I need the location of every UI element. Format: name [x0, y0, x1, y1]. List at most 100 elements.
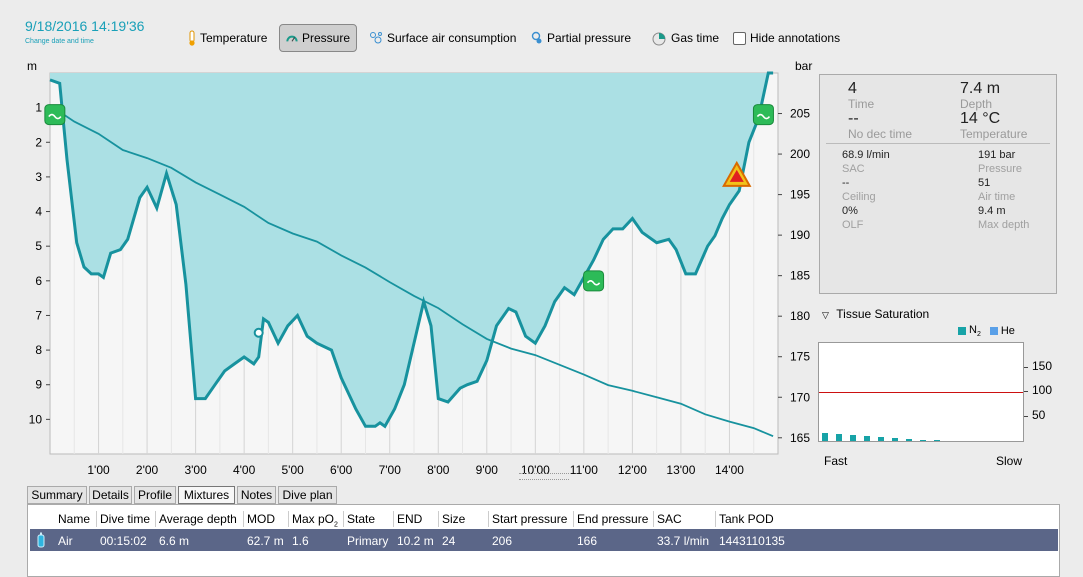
depth-tick-label: 6	[35, 274, 42, 288]
table-cell: 00:15:02	[100, 534, 147, 548]
column-header[interactable]: SAC	[657, 512, 682, 526]
pressure-label: Pressure	[301, 31, 350, 45]
change-datetime-link[interactable]: Change date and time	[25, 38, 94, 45]
hide-annotations-label: Hide annotations	[750, 31, 841, 45]
column-header[interactable]: Average depth	[159, 512, 237, 526]
table-row[interactable]	[30, 529, 1058, 551]
tissue-compartment-bar	[920, 439, 926, 441]
tissue-tick-label: 50	[1032, 407, 1046, 422]
column-separator[interactable]	[243, 511, 244, 527]
dive-info-panel: 4 Time 7.4 m Depth -- No dec time 14 °C …	[819, 74, 1057, 294]
air-time-value: 51	[978, 177, 991, 189]
column-separator[interactable]	[488, 511, 489, 527]
pressure-tick-label: 205	[790, 107, 810, 121]
mixtures-panel: Name Dive time Average depth MOD Max pO2 Stat…	[27, 504, 1060, 577]
time-tick-label: 7'00	[379, 463, 402, 476]
pressure-tick-label: 165	[790, 431, 810, 445]
time-tick-label: 5'00	[282, 463, 305, 476]
air-time-label: Air time	[978, 191, 1016, 203]
tab-summary[interactable]: Summary	[27, 486, 87, 504]
time-value: 4	[848, 80, 857, 97]
column-header[interactable]: Max pO2	[292, 512, 338, 529]
column-header[interactable]: Dive time	[100, 512, 151, 526]
dive-datetime[interactable]: 9/18/2016 14:19'36	[25, 18, 145, 34]
depth-tick-label: 9	[35, 378, 42, 392]
table-cell: 10.2 m	[397, 534, 434, 548]
ceiling-label: Ceiling	[842, 191, 876, 203]
tab-details[interactable]: Details	[89, 486, 132, 504]
table-cell: 33.7 l/min	[657, 534, 710, 548]
column-separator[interactable]	[155, 511, 156, 527]
column-separator[interactable]	[288, 511, 289, 527]
depth-line	[49, 71, 774, 429]
max-depth-value: 9.4 m	[978, 205, 1006, 217]
nodec-label: No dec time	[848, 127, 913, 141]
column-separator[interactable]	[653, 511, 654, 527]
depth-value: 7.4 m	[960, 80, 1001, 97]
column-header[interactable]: Size	[442, 512, 466, 526]
tissue-compartment-bar	[878, 436, 884, 441]
max-depth-label: Max depth	[978, 219, 1030, 231]
time-tick-label: 12'00	[618, 463, 647, 476]
table-cell: 62.7 m	[247, 534, 284, 548]
table-cell: 24	[442, 534, 456, 548]
tab-notes[interactable]: Notes	[237, 486, 276, 504]
tank-icon	[37, 532, 45, 548]
olf-value: 0%	[842, 205, 858, 217]
depth-tick-label: 2	[35, 135, 42, 149]
time-label: Time	[848, 97, 875, 111]
column-separator[interactable]	[715, 511, 716, 527]
tissue-saturation-toggle[interactable]: ▽ Tissue Saturation	[822, 307, 929, 321]
pressure-tick-label: 180	[790, 309, 810, 323]
tab-mixtures[interactable]: Mixtures	[178, 486, 235, 504]
time-tick-label: 13'00	[666, 463, 695, 476]
depth-area	[50, 73, 774, 427]
dive-profile-chart[interactable]: m bar 1 2 3 4 5 6 7 8 9 10 205 200 195 190 185 180 175 170 1…	[0, 56, 815, 476]
time-tick-label: 2'00	[136, 463, 159, 476]
olf-label: OLF	[842, 219, 864, 231]
fast-label: Fast	[824, 454, 848, 468]
temperature-button[interactable]: Temperature	[182, 24, 273, 52]
column-separator[interactable]	[438, 511, 439, 527]
tissue-tick-mark	[1024, 391, 1028, 392]
table-cell: 1.6	[292, 534, 309, 548]
depth-tick-label: 4	[35, 205, 42, 219]
column-header[interactable]: Start pressure	[492, 512, 568, 526]
column-separator[interactable]	[573, 511, 574, 527]
tab-profile[interactable]: Profile	[134, 486, 176, 504]
time-tick-label: 3'00	[184, 463, 207, 476]
gas-switch-icon	[583, 270, 605, 292]
column-header[interactable]: MOD	[247, 512, 275, 526]
sac-button[interactable]: Surface air consumption	[363, 24, 522, 52]
gas-time-icon	[652, 32, 666, 46]
depth-tick-label: 1	[35, 101, 42, 115]
pressure-tick-label: 185	[790, 269, 810, 283]
table-cell: Primary	[347, 534, 389, 548]
table-cell: 166	[577, 534, 598, 548]
gas-time-button[interactable]: Gas time	[645, 24, 725, 52]
depth-tick-label: 5	[35, 239, 42, 253]
partial-pressure-button[interactable]: Partial pressure	[525, 24, 637, 52]
table-cell: 1443110135	[719, 534, 785, 548]
tissue-tick-mark	[1024, 366, 1028, 368]
column-header[interactable]: Name	[58, 512, 91, 526]
column-separator[interactable]	[393, 511, 394, 527]
column-header[interactable]: State	[347, 512, 376, 526]
tab-dive-plan[interactable]: Dive plan	[278, 486, 337, 504]
sac-info-label: SAC	[842, 163, 865, 175]
hide-annotations-checkbox[interactable]	[733, 31, 746, 45]
column-header[interactable]: End pressure	[577, 512, 649, 526]
hide-annotations-toggle[interactable]: Hide annotations	[727, 24, 846, 52]
sac-label: Surface air consumption	[387, 31, 517, 45]
column-separator[interactable]	[96, 511, 97, 527]
column-header[interactable]: END	[397, 512, 423, 526]
column-separator[interactable]	[343, 511, 344, 527]
time-tick-label: 1'00	[87, 463, 110, 476]
time-tick-label: 11'00	[570, 463, 598, 476]
column-header[interactable]: Tank POD	[719, 512, 774, 526]
table-cell: 206	[492, 534, 513, 548]
splitter-handle[interactable]	[519, 473, 569, 480]
time-tick-label: 4'00	[233, 463, 256, 476]
pressure-tick-label: 195	[790, 188, 810, 202]
pressure-button[interactable]: Pressure	[279, 24, 357, 52]
